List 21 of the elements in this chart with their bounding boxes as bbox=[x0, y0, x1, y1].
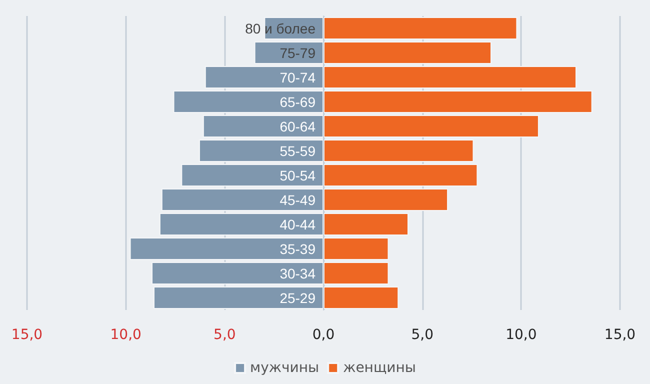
y-tick-label: 35-39 bbox=[280, 240, 316, 257]
x-tick-label: 0,0 bbox=[312, 327, 335, 343]
x-tick-label: 10,0 bbox=[110, 327, 142, 343]
x-tick-label: 15,0 bbox=[11, 327, 43, 343]
y-tick-label: 60-64 bbox=[280, 118, 316, 134]
y-tick-label: 55-59 bbox=[280, 142, 316, 159]
x-tick-label: 15,0 bbox=[604, 327, 636, 343]
y-tick-label: 40-44 bbox=[280, 216, 316, 232]
y-tick-label: 50-54 bbox=[280, 167, 316, 184]
y-tick-label: 65-69 bbox=[280, 94, 316, 110]
y-tick-label: 70-74 bbox=[280, 69, 316, 86]
x-tick-label: 10,0 bbox=[506, 327, 537, 343]
x-tick-label: 5,0 bbox=[411, 327, 434, 343]
legend-label: мужчины bbox=[250, 360, 320, 376]
y-tick-label: 80 и более bbox=[245, 20, 316, 36]
legend-label: женщины bbox=[343, 360, 416, 376]
y-tick-label: 45-49 bbox=[280, 192, 316, 208]
y-tick-label: 25-29 bbox=[280, 290, 316, 306]
y-tick-label: 75-79 bbox=[280, 44, 316, 61]
x-tick-label: 5,0 bbox=[214, 327, 236, 343]
y-tick-label: 30-34 bbox=[280, 265, 316, 282]
